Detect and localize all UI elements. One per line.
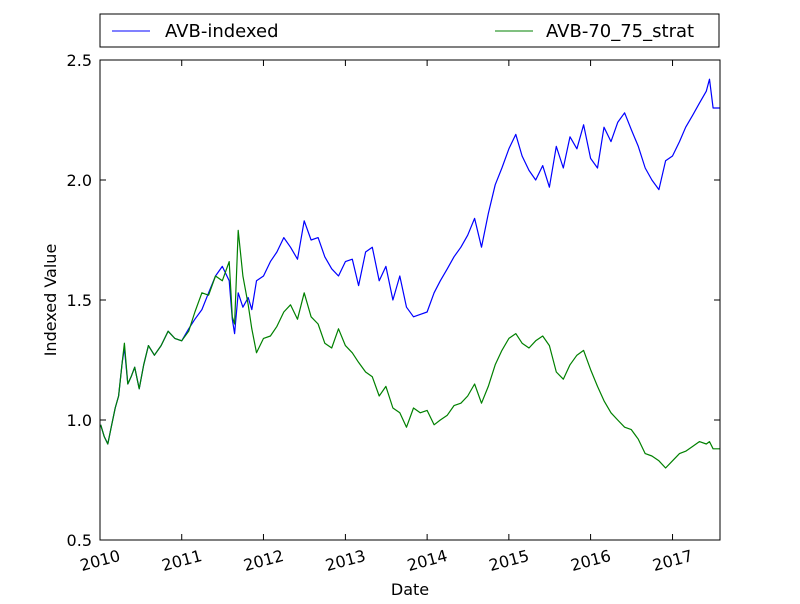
- x-tick-label: 2014: [405, 546, 449, 575]
- y-axis-label: Indexed Value: [41, 244, 60, 357]
- y-tick-label: 1.5: [67, 291, 92, 310]
- x-tick-label: 2016: [569, 546, 613, 575]
- plot-frame: [99, 59, 721, 541]
- x-tick-label: 2015: [487, 546, 531, 575]
- series-line-avb-indexed: [100, 78, 720, 445]
- x-tick-label: 2017: [651, 546, 695, 575]
- y-tick-label: 0.5: [67, 531, 92, 550]
- x-tick-label: 2013: [323, 546, 367, 575]
- series-line-avb-70-75-strat: [100, 229, 720, 469]
- axes: 2010 2011 2012 2013 2014 2015 2016 2017 0.5 1.0 1.…: [67, 51, 720, 575]
- x-tick-label: 2010: [78, 546, 122, 575]
- y-tick-label: 2.5: [67, 51, 92, 70]
- plot-area: [100, 78, 720, 469]
- legend-box: [99, 13, 720, 48]
- x-tick-label: 2011: [160, 546, 204, 575]
- y-tick-label: 1.0: [67, 411, 92, 430]
- legend-label-avb-70-75-strat: AVB-70_75_strat: [546, 21, 694, 42]
- x-axis-label: Date: [391, 580, 429, 599]
- legend: AVB-indexed AVB-70_75_strat: [99, 13, 720, 48]
- legend-label-avb-indexed: AVB-indexed: [165, 21, 279, 42]
- x-tick-label: 2012: [241, 546, 285, 575]
- y-tick-label: 2.0: [67, 171, 92, 190]
